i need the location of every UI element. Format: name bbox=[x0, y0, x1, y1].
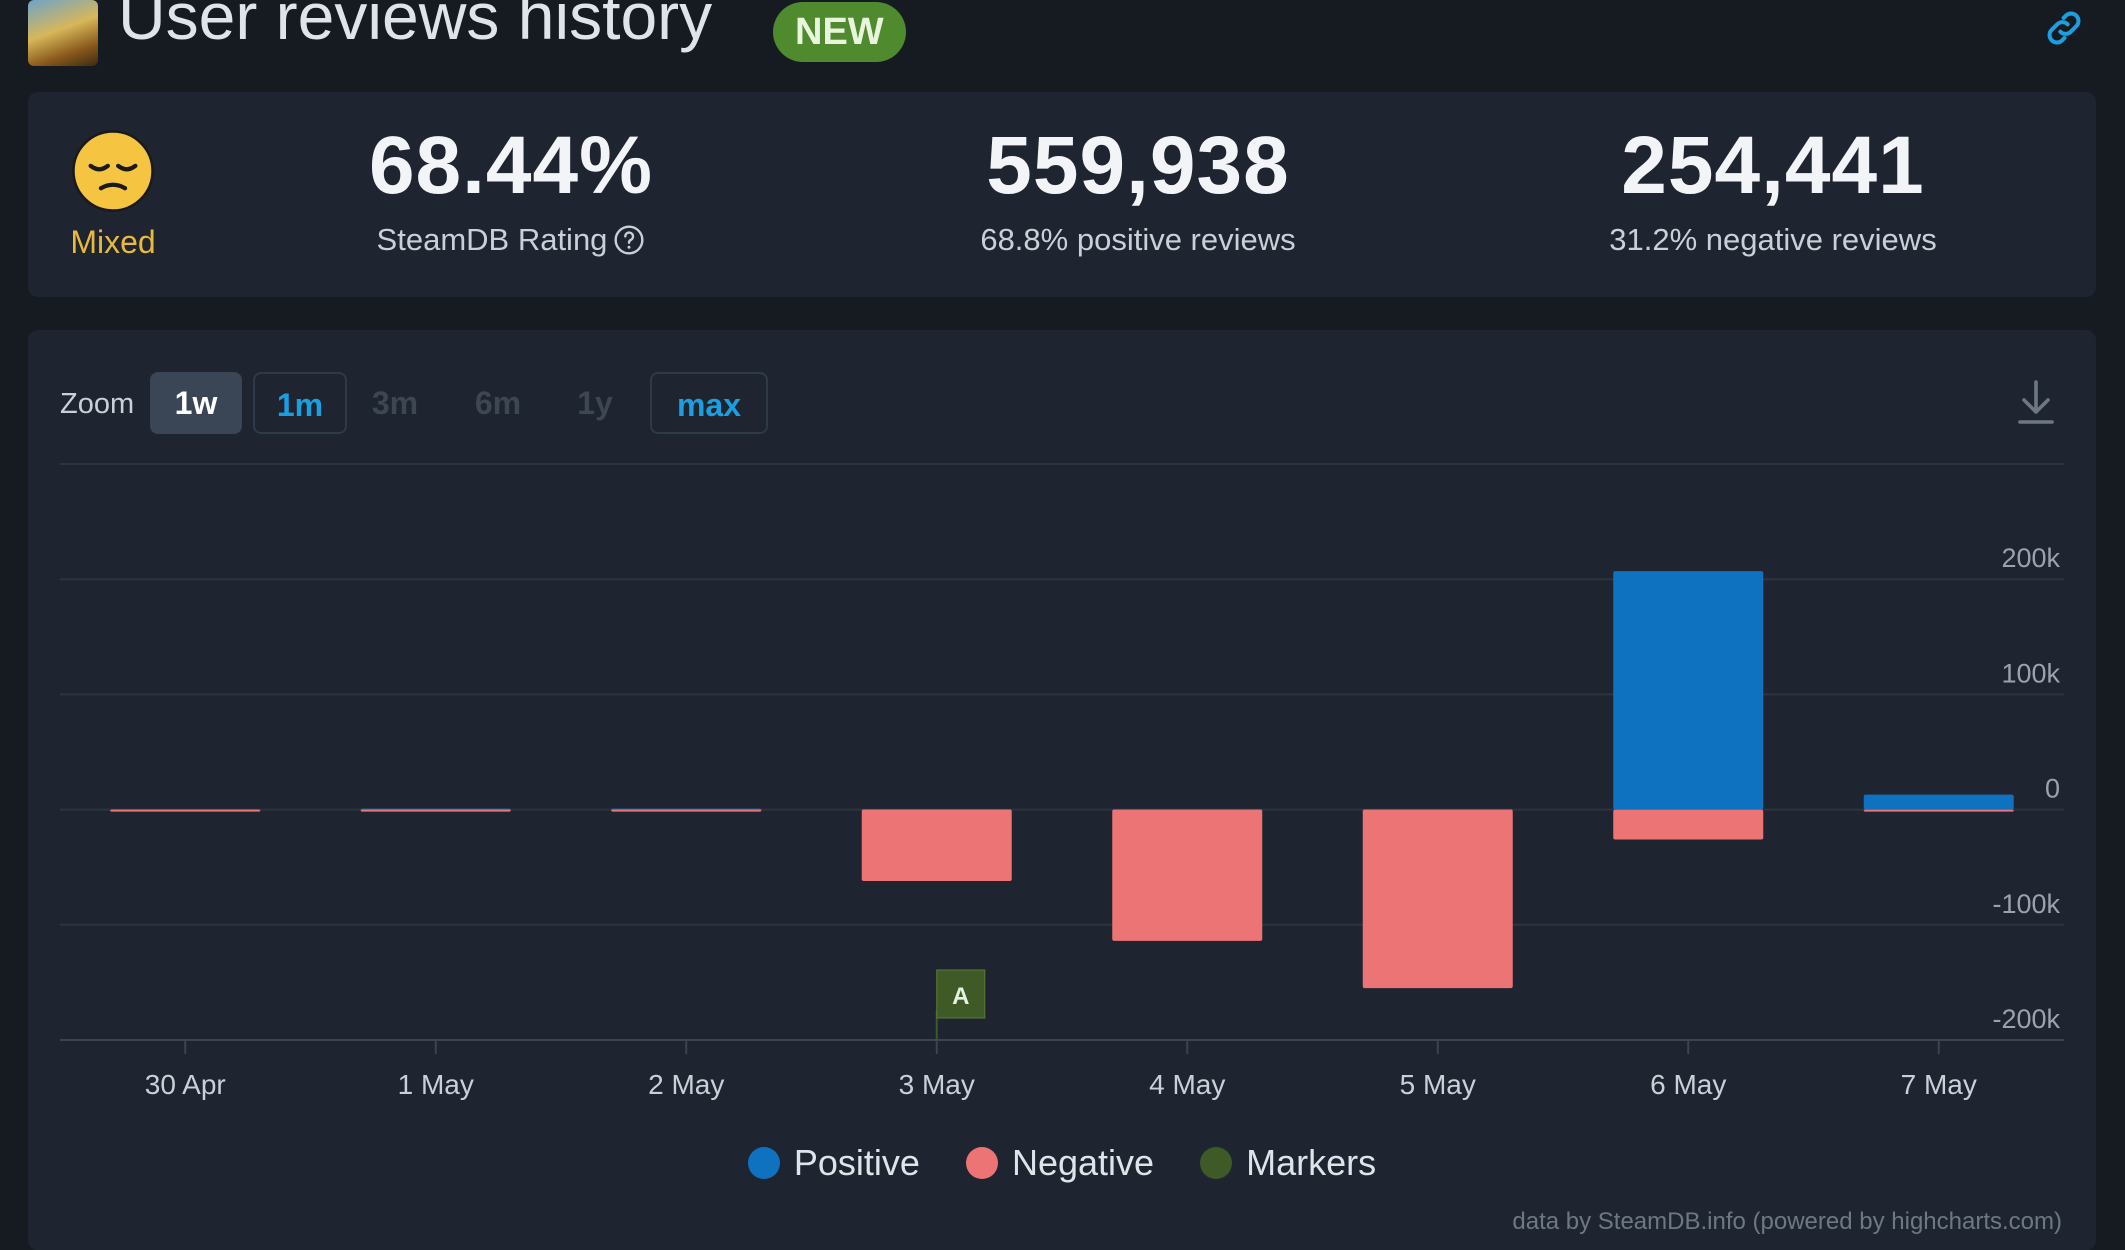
zoom-button-1w[interactable]: 1w bbox=[150, 372, 242, 434]
bar-negative-5[interactable] bbox=[1362, 809, 1513, 989]
x-tick-label: 7 May bbox=[1901, 1069, 1977, 1100]
reviews-chart-panel: 200k 100k 0 -100k -200k 30 Apr 1 May 2 May 3 May… bbox=[28, 330, 2096, 1250]
y-tick-label: -200k bbox=[1992, 1004, 2060, 1034]
reviews-bar-chart: 200k 100k 0 -100k -200k 30 Apr 1 May 2 May 3 May… bbox=[60, 463, 2064, 1100]
rating-label-row: SteamDB Rating bbox=[296, 222, 726, 258]
x-tick-label: 4 May bbox=[1149, 1069, 1225, 1100]
negative-reviews-stat: 254,441 31.2% negative reviews bbox=[1543, 120, 2003, 258]
bar-negative-1[interactable] bbox=[360, 809, 511, 812]
y-tick-label: -100k bbox=[1992, 889, 2060, 919]
bar-negative-0[interactable] bbox=[110, 809, 261, 812]
legend-label-markers: Markers bbox=[1246, 1142, 1377, 1183]
negative-count: 254,441 bbox=[1621, 120, 1925, 211]
steamdb-rating-stat: 68.44% SteamDB Rating bbox=[296, 120, 726, 258]
y-tick-label: 100k bbox=[2001, 658, 2060, 688]
bar-negative-2[interactable] bbox=[611, 809, 762, 812]
bar-negative-7[interactable] bbox=[1863, 809, 2014, 812]
legend-dot-positive bbox=[747, 1147, 780, 1179]
help-icon[interactable] bbox=[613, 224, 645, 256]
rating-word: Mixed bbox=[70, 224, 156, 260]
negative-label: 31.2% negative reviews bbox=[1609, 222, 1937, 257]
page-title: User reviews history bbox=[118, 0, 713, 53]
x-tick-label: 2 May bbox=[648, 1069, 724, 1100]
x-tick-label: 1 May bbox=[398, 1069, 474, 1100]
bar-negative-4[interactable] bbox=[1112, 809, 1263, 941]
link-icon[interactable] bbox=[2042, 6, 2086, 50]
positive-count: 559,938 bbox=[986, 120, 1290, 211]
new-badge: NEW bbox=[773, 2, 906, 62]
zoom-button-1m[interactable]: 1m bbox=[253, 372, 347, 434]
legend-item-positive[interactable]: Positive bbox=[747, 1142, 920, 1184]
chart-legend: Positive Negative Markers bbox=[28, 1142, 2096, 1188]
marker-flag[interactable] bbox=[936, 969, 986, 1019]
legend-dot-markers bbox=[1200, 1147, 1233, 1179]
zoom-button-max[interactable]: max bbox=[650, 372, 768, 434]
x-tick-label: 5 May bbox=[1400, 1069, 1476, 1100]
legend-item-markers[interactable]: Markers bbox=[1200, 1142, 1376, 1184]
zoom-button-6m: 6m bbox=[474, 385, 522, 421]
y-tick-label: 200k bbox=[2001, 543, 2060, 573]
bar-negative-6[interactable] bbox=[1613, 809, 1764, 840]
x-tick-label: 3 May bbox=[899, 1069, 975, 1100]
y-tick-label: 0 bbox=[2045, 774, 2060, 804]
marker-label: A bbox=[952, 983, 969, 1010]
positive-label: 68.8% positive reviews bbox=[980, 222, 1296, 257]
legend-label-positive: Positive bbox=[793, 1142, 920, 1183]
zoom-button-3m: 3m bbox=[371, 385, 419, 421]
bar-negative-3[interactable] bbox=[861, 809, 1012, 882]
download-icon[interactable] bbox=[2016, 378, 2056, 426]
rating-label: SteamDB Rating bbox=[376, 222, 608, 257]
legend-item-negative[interactable]: Negative bbox=[965, 1142, 1155, 1184]
positive-reviews-stat: 559,938 68.8% positive reviews bbox=[908, 120, 1368, 258]
legend-label-negative: Negative bbox=[1011, 1142, 1155, 1183]
game-thumbnail-icon bbox=[28, 0, 98, 66]
zoom-label: Zoom bbox=[60, 388, 135, 420]
bar-positive-6[interactable] bbox=[1613, 571, 1764, 810]
chart-credits[interactable]: data by SteamDB.info (powered by highcha… bbox=[1512, 1208, 2062, 1235]
x-tick-label: 30 Apr bbox=[145, 1069, 226, 1100]
pensive-face-icon bbox=[72, 130, 154, 212]
rating-percent: 68.44% bbox=[368, 120, 654, 211]
x-tick-label: 6 May bbox=[1650, 1069, 1726, 1100]
legend-dot-negative bbox=[965, 1147, 998, 1179]
review-stats-panel: Mixed 68.44% SteamDB Rating 559,938 68.8… bbox=[28, 92, 2096, 297]
section-header: User reviews history NEW bbox=[28, 0, 2098, 80]
zoom-button-1y: 1y bbox=[577, 385, 613, 421]
bar-positive-7[interactable] bbox=[1863, 794, 2014, 810]
